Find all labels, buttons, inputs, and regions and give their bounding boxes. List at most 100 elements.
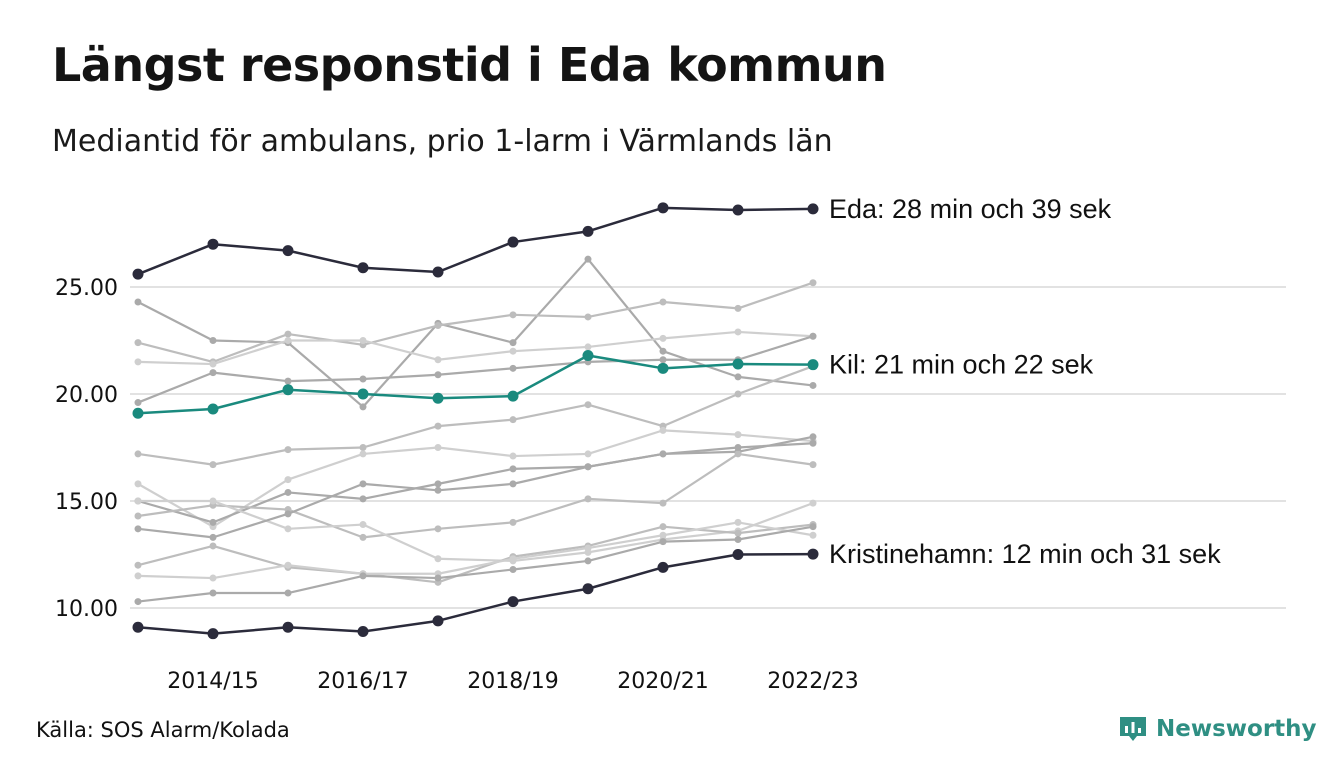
data-point: [734, 431, 742, 439]
data-point: [434, 371, 442, 379]
series-labels-layer: Eda: 28 min och 39 sek Kil: 21 min och 22…: [829, 194, 1221, 569]
data-point: [209, 360, 217, 368]
data-point: [807, 359, 819, 371]
data-point: [657, 202, 669, 214]
data-point: [434, 356, 442, 364]
data-point: [509, 480, 517, 488]
data-point: [134, 339, 142, 347]
data-point: [734, 304, 742, 312]
chart-title: Längst responstid i Eda kommun: [52, 38, 887, 92]
data-point: [507, 596, 519, 608]
data-point: [207, 628, 219, 640]
grid-layer: [130, 286, 1286, 609]
data-point: [809, 523, 817, 531]
series-line: [137, 442, 814, 539]
data-point: [809, 433, 817, 441]
data-point: [659, 499, 667, 507]
data-point: [734, 536, 742, 544]
data-point: [584, 450, 592, 458]
data-point: [357, 626, 369, 638]
data-point: [209, 518, 217, 526]
background-series: [134, 279, 817, 366]
series-line: [137, 429, 814, 528]
highlight-series: [132, 548, 819, 640]
data-point: [134, 450, 142, 458]
series-line: [137, 525, 814, 603]
series-line: [137, 281, 814, 363]
series-line: [137, 335, 814, 404]
highlight-series-layer: [132, 202, 819, 640]
background-series: [134, 426, 817, 531]
data-point: [359, 375, 367, 383]
data-point: [134, 399, 142, 407]
series-line: [137, 552, 814, 635]
data-point: [507, 236, 519, 248]
data-point: [509, 416, 517, 424]
data-point: [434, 444, 442, 451]
data-point: [284, 525, 292, 533]
y-axis-ticks: 10.00 15.00 20.00 25.00: [55, 276, 118, 622]
source-note: Källa: SOS Alarm/Kolada: [36, 718, 290, 742]
data-point: [134, 525, 142, 533]
data-point: [209, 497, 217, 505]
data-point: [134, 358, 142, 366]
data-point: [359, 450, 367, 458]
data-point: [359, 337, 367, 344]
brand-logo: Newsworthy: [1118, 714, 1317, 744]
data-point: [734, 518, 742, 526]
series-line: [137, 452, 814, 539]
data-point: [432, 615, 444, 627]
x-tick-label: 2018/19: [467, 669, 558, 694]
data-point: [657, 561, 669, 573]
data-point: [359, 521, 367, 529]
data-point: [282, 621, 294, 633]
data-point: [432, 392, 444, 404]
data-point: [509, 555, 517, 563]
data-point: [734, 390, 742, 398]
data-point: [284, 337, 292, 344]
data-point: [284, 561, 292, 569]
y-tick-label: 10.00: [55, 597, 118, 622]
newsworthy-logo-icon: [1120, 717, 1146, 741]
data-point: [659, 538, 667, 546]
data-point: [582, 583, 594, 595]
data-point: [809, 439, 817, 447]
x-tick-label: 2020/21: [617, 669, 708, 694]
data-point: [359, 495, 367, 503]
data-point: [584, 557, 592, 565]
data-point: [509, 311, 517, 319]
data-point: [734, 373, 742, 381]
data-point: [807, 203, 819, 215]
data-point: [284, 510, 292, 518]
data-point: [357, 388, 369, 400]
data-point: [209, 574, 217, 582]
data-point: [734, 529, 742, 537]
data-point: [509, 347, 517, 355]
series-label: Kristinehamn: 12 min och 31 sek: [829, 539, 1221, 569]
data-point: [734, 328, 742, 336]
data-point: [132, 268, 144, 280]
data-point: [809, 279, 817, 287]
data-point: [584, 463, 592, 471]
x-axis-ticks: 2014/15 2016/17 2018/19 2020/21 2022/23: [167, 669, 858, 694]
data-point: [359, 403, 367, 411]
data-point: [209, 369, 217, 377]
data-point: [134, 561, 142, 569]
data-point: [284, 330, 292, 338]
data-point: [134, 497, 142, 505]
data-point: [584, 343, 592, 351]
x-tick-label: 2014/15: [167, 669, 258, 694]
data-point: [582, 349, 594, 361]
data-point: [282, 384, 294, 396]
data-point: [584, 401, 592, 409]
data-point: [434, 525, 442, 533]
data-point: [509, 364, 517, 372]
data-point: [359, 572, 367, 580]
data-point: [809, 381, 817, 389]
highlight-series: [132, 202, 819, 280]
data-point: [132, 407, 144, 419]
x-tick-label: 2022/23: [767, 669, 858, 694]
background-series: [134, 433, 817, 526]
series-label: Kil: 21 min och 22 sek: [829, 350, 1094, 380]
